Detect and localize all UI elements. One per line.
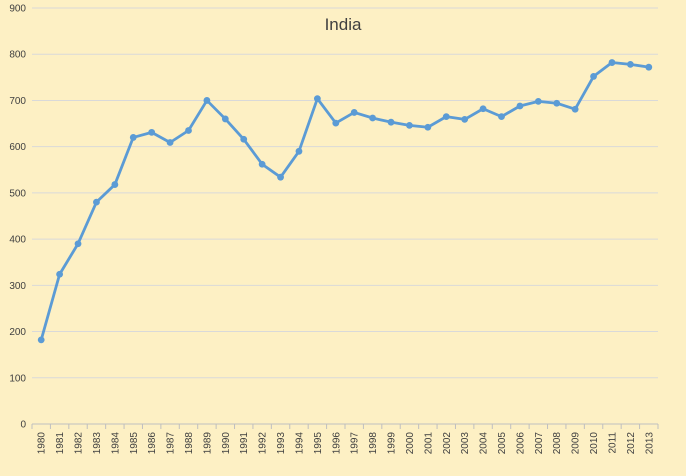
data-point <box>37 336 45 344</box>
x-tick-label: 1992 <box>258 432 269 455</box>
x-tick-label: 2013 <box>644 432 655 455</box>
x-tick-label: 2001 <box>423 432 434 455</box>
data-point <box>350 109 358 116</box>
axes <box>31 423 659 429</box>
data-point <box>185 127 192 134</box>
data-point <box>129 134 137 141</box>
x-tick-label: 2003 <box>460 432 471 455</box>
x-tick-label: 1986 <box>147 432 158 455</box>
series-india <box>37 59 653 344</box>
series-line <box>39 61 651 342</box>
x-tick-label: 2005 <box>497 432 508 455</box>
data-point <box>221 115 229 123</box>
data-point <box>590 73 597 80</box>
data-point <box>498 113 505 121</box>
data-point <box>461 115 469 123</box>
data-point <box>645 63 653 71</box>
y-tick-label: 800 <box>9 50 26 61</box>
tick-labels: 0 100 200 300 400 500 600 700 800 900 1980 1981 1982… <box>9 4 655 455</box>
data-point <box>516 102 524 110</box>
data-point <box>387 118 395 126</box>
x-tick-label: 1991 <box>239 432 250 455</box>
y-tick-label: 300 <box>9 281 26 292</box>
y-tick-label: 400 <box>9 235 26 246</box>
x-tick-label: 2008 <box>552 432 563 455</box>
x-tick-label: 2006 <box>515 432 526 455</box>
data-point <box>553 99 561 107</box>
data-point <box>240 135 248 143</box>
data-point <box>74 240 82 248</box>
data-point <box>369 114 377 122</box>
data-point <box>608 59 616 66</box>
data-point <box>277 173 284 181</box>
data-point <box>534 97 542 105</box>
x-tick-label: 1993 <box>276 432 287 455</box>
y-tick-label: 100 <box>9 373 26 384</box>
data-point <box>626 60 634 68</box>
x-tick-label: 1988 <box>184 432 195 455</box>
y-tick-label: 500 <box>9 188 26 199</box>
x-tick-label: 1984 <box>110 432 121 455</box>
data-point <box>332 119 340 127</box>
data-point <box>571 105 579 113</box>
data-point <box>406 122 413 129</box>
x-tick-label: 2007 <box>534 432 545 455</box>
x-tick-label: 1987 <box>166 432 177 455</box>
data-point <box>295 147 303 155</box>
x-tick-label: 1983 <box>92 432 103 455</box>
x-tick-label: 1998 <box>368 432 379 455</box>
data-point <box>166 139 174 146</box>
data-point <box>258 160 266 168</box>
x-tick-label: 1999 <box>387 432 398 455</box>
data-point <box>442 113 450 121</box>
x-tick-label: 1980 <box>37 432 48 455</box>
x-tick-label: 1996 <box>331 432 342 455</box>
y-tick-label: 600 <box>9 142 26 153</box>
data-point <box>479 105 487 113</box>
chart-title: India <box>325 15 362 34</box>
data-point <box>111 181 119 188</box>
x-tick-label: 1985 <box>129 432 140 455</box>
data-point <box>203 97 211 104</box>
x-tick-label: 1995 <box>313 432 324 455</box>
x-tick-label: 1994 <box>294 432 305 455</box>
x-tick-label: 1981 <box>55 432 66 455</box>
data-point <box>93 198 100 206</box>
x-tick-label: 1982 <box>74 432 85 455</box>
y-tick-label: 700 <box>9 96 26 107</box>
gridlines <box>32 7 658 379</box>
data-point <box>148 128 156 136</box>
x-tick-label: 2002 <box>442 432 453 455</box>
x-tick-label: 2011 <box>607 432 618 454</box>
x-tick-label: 1997 <box>350 432 361 455</box>
x-tick-label: 1989 <box>202 432 213 455</box>
data-point <box>56 270 64 278</box>
y-tick-label: 0 <box>20 420 26 431</box>
x-tick-label: 2010 <box>589 432 600 455</box>
y-tick-label: 900 <box>9 4 26 15</box>
x-tick-label: 2009 <box>571 432 582 455</box>
x-tick-label: 2004 <box>479 432 490 455</box>
data-point <box>313 95 321 102</box>
data-point <box>424 123 432 131</box>
x-tick-label: 2012 <box>626 432 637 455</box>
x-tick-label: 2000 <box>405 432 416 455</box>
y-tick-label: 200 <box>9 327 26 338</box>
x-tick-label: 1990 <box>221 432 232 455</box>
